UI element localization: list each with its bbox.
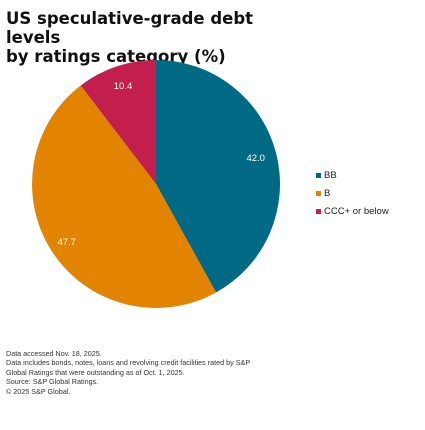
pie-label-bb: 42.0 (246, 153, 265, 164)
footnote-includes-cont: Global Ratings that were outstanding as … (6, 367, 185, 377)
legend-swatch-ccc (316, 208, 321, 214)
pie-label-b: 47.7 (57, 237, 76, 248)
pie-slice-b (32, 85, 217, 308)
legend: BB B CCC+ or below (316, 166, 389, 220)
legend-swatch-bb (316, 172, 321, 178)
footnote-accessed: Data accessed Nov. 18, 2025. (6, 349, 102, 358)
pie-slice-ccc (80, 60, 156, 184)
legend-label-b: B (324, 187, 331, 199)
legend-label-ccc: CCC+ or below (324, 205, 389, 217)
footnote-source: Source: S&P Global Ratings. (6, 377, 99, 387)
legend-swatch-b (316, 190, 321, 196)
legend-item-b: B (316, 184, 389, 202)
pie-slice-bb (156, 60, 280, 293)
legend-item-ccc: CCC+ or below (316, 202, 389, 220)
footnote-copyright: © 2025 S&P Global. (6, 386, 71, 396)
pie-label-ccc: 10.4 (114, 81, 133, 92)
chart-title: US speculative-grade debt levels by rati… (6, 9, 306, 66)
footnotes: Data accessed Nov. 18, 2025. Data includ… (6, 349, 418, 396)
footnote-includes: Data includes bonds, notes, loans and re… (6, 358, 251, 368)
legend-label-bb: BB (324, 169, 337, 181)
chart-title-line-1: US speculative-grade debt levels (6, 9, 254, 47)
legend-item-bb: BB (316, 166, 389, 184)
